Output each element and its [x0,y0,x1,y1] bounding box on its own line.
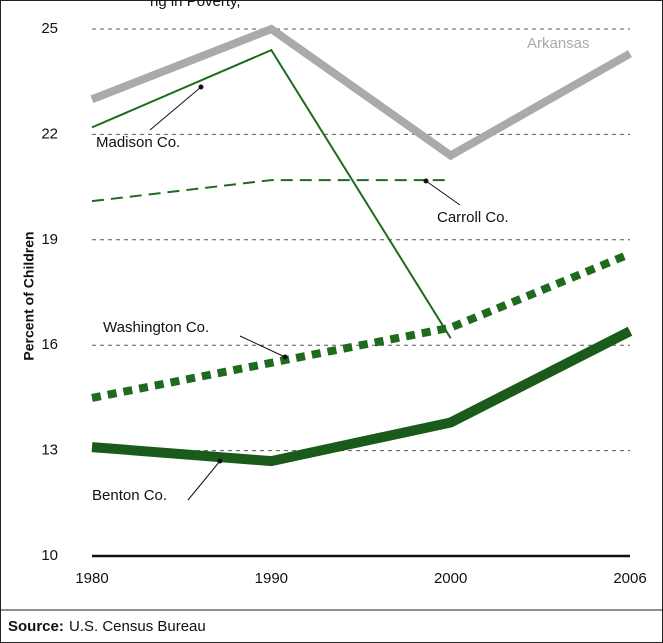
y-tick-label: 16 [41,336,58,353]
leader-line [187,460,221,501]
leader-dot [198,84,204,90]
leader-dot [423,178,429,184]
series-label: Benton Co. [92,487,167,504]
series-line [91,48,452,339]
series-label: Madison Co. [96,134,180,151]
y-tick-label: 22 [41,125,58,142]
leader-line [425,180,461,206]
source: U.S. Census Bureau [69,618,206,635]
series-line [91,250,632,402]
series-label: Washington Co. [103,319,209,336]
y-tick-label: 25 [41,20,58,37]
x-tick-label: 2006 [613,570,646,587]
y-axis-label: Percent of Children [21,231,37,360]
y-tick-label: 10 [41,547,58,564]
leader-dot [217,458,223,464]
series-label: Arkansas [527,35,590,52]
series-line [90,24,632,161]
leader-line [239,335,286,358]
chart-title: ng in Poverty, [150,0,241,10]
x-tick-label: 2000 [434,570,467,587]
x-tick-label: 1990 [255,570,288,587]
x-tick-label: 1980 [75,570,108,587]
y-tick-label: 19 [41,231,58,248]
y-tick-label: 13 [41,442,58,459]
leader-line [149,86,202,131]
leader-dot [282,354,288,360]
source-label: Source: [8,618,64,635]
series-line [91,179,451,203]
series-line [91,326,633,467]
series-label: Carroll Co. [437,209,509,226]
